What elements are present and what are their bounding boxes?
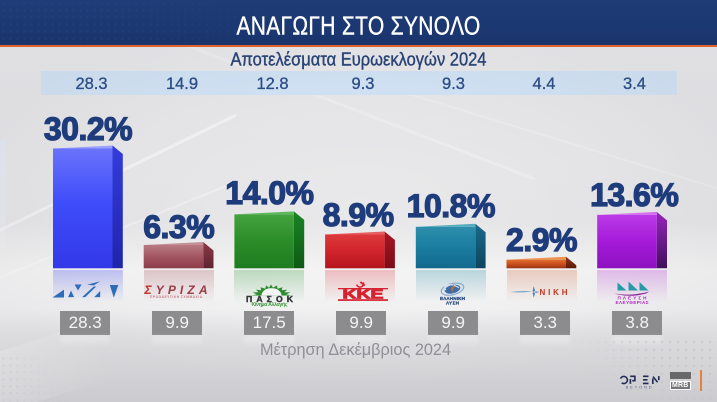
svg-text:ΣΥΡΙΖΑ: ΣΥΡΙΖΑ [144, 283, 208, 297]
svg-text:Κίνημα Αλλαγής: Κίνημα Αλλαγής [252, 302, 288, 308]
svg-text:ΛΥΣΗ: ΛΥΣΗ [446, 300, 460, 305]
svg-text:ΠΛΕΥΣΗ: ΠΛΕΥΣΗ [618, 296, 648, 301]
svg-text:ΠΑΣΟΚ: ΠΑΣΟΚ [246, 294, 294, 304]
svg-text:Σ: Σ [144, 283, 153, 297]
svg-text:ΝΙΚΗ: ΝΙΚΗ [540, 288, 569, 297]
svg-text:ΠΡΟΟΔΕΥΤΙΚΗ ΣΥΜΜΑΧΙΑ: ΠΡΟΟΔΕΥΤΙΚΗ ΣΥΜΜΑΧΙΑ [150, 295, 203, 299]
svg-text:ΚΚΕ: ΚΚΕ [343, 288, 384, 302]
svg-text:ΕΛΕΥΘΕΡΙΑΣ: ΕΛΕΥΘΕΡΙΑΣ [616, 300, 649, 305]
svg-text:BEYOND: BEYOND [626, 384, 654, 389]
svg-text:ΕΛΛΗΝΙΚΗ: ΕΛΛΗΝΙΚΗ [440, 296, 466, 301]
